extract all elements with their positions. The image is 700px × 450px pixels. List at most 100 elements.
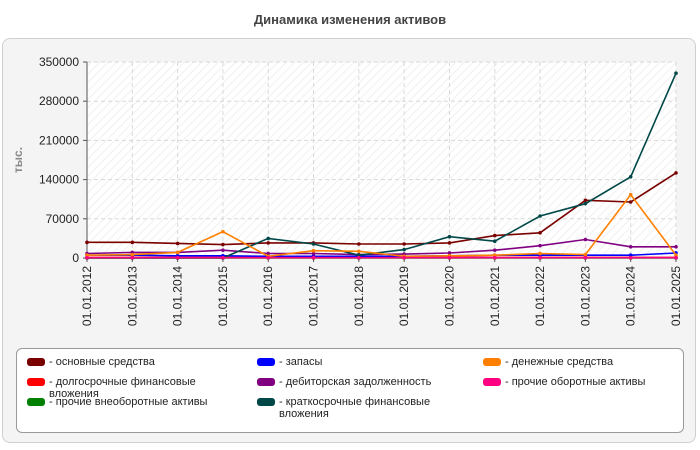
data-point	[583, 237, 588, 242]
legend-swatch	[257, 358, 275, 366]
legend-swatch	[27, 398, 45, 406]
legend-label: - основные средства	[49, 356, 155, 368]
legend-label: - прочие внеоборотные активы	[49, 396, 208, 408]
data-point	[628, 253, 633, 257]
data-point	[492, 239, 497, 243]
data-point	[628, 175, 633, 179]
data-point	[402, 247, 406, 252]
data-point	[85, 255, 89, 260]
data-point	[583, 198, 588, 203]
chart-title: Динамика изменения активов	[253, 12, 447, 27]
data-point	[130, 252, 135, 257]
data-point	[357, 255, 361, 260]
legend-label: - прочие оборотные активы	[505, 376, 646, 388]
legend-item: - прочие внеоборотные активы	[27, 396, 239, 408]
data-point	[311, 255, 316, 260]
legend-swatch	[483, 378, 501, 386]
data-point	[175, 255, 180, 260]
data-point	[583, 252, 588, 257]
y-tick-label: 350000	[39, 55, 79, 69]
data-point	[266, 241, 271, 245]
data-point	[357, 249, 361, 254]
legend-item: - запасы	[257, 356, 469, 368]
data-point	[447, 251, 452, 255]
data-point	[221, 248, 225, 252]
data-point	[221, 242, 225, 247]
legend-item: - краткосрочные финансовые вложения	[257, 396, 469, 420]
data-point	[492, 255, 497, 260]
legend-item: - долгосрочные финансовые вложения	[27, 376, 239, 400]
legend-item: - дебиторская задолженность	[257, 376, 469, 388]
legend-label: - запасы	[279, 356, 323, 368]
data-point	[447, 255, 452, 260]
data-point	[85, 240, 89, 245]
data-point	[492, 248, 497, 252]
plot-area	[87, 62, 676, 258]
x-tick-label: 01.01.2015	[216, 266, 230, 326]
data-point	[538, 243, 542, 248]
data-point	[538, 251, 542, 256]
legend-swatch	[27, 378, 45, 386]
legend-item: - прочие оборотные активы	[483, 376, 695, 388]
x-tick-label: 01.01.2024	[624, 266, 638, 326]
data-point	[311, 251, 316, 256]
data-point	[447, 241, 452, 245]
legend: - основные средства - долгосрочные финанс…	[16, 348, 684, 433]
data-point	[538, 214, 542, 218]
series-lines	[85, 71, 678, 260]
y-tick-label: 280000	[39, 94, 79, 108]
x-tick-label: 01.01.2025	[669, 266, 683, 326]
data-point	[674, 245, 678, 249]
x-tick-label: 01.01.2012	[80, 266, 94, 326]
data-point	[628, 255, 633, 260]
series-7	[85, 255, 678, 260]
data-point	[357, 242, 361, 246]
data-point	[311, 242, 316, 246]
data-point	[402, 255, 406, 260]
data-point	[266, 236, 271, 241]
y-tick-label: 140000	[39, 173, 79, 187]
data-point	[175, 250, 180, 255]
legend-label: - краткосрочные финансовые вложения	[279, 396, 431, 420]
data-point	[674, 253, 678, 257]
data-point	[175, 241, 180, 246]
legend-item: - денежные средства	[483, 356, 695, 368]
data-point	[492, 253, 497, 257]
legend-label: - денежные средства	[505, 356, 614, 368]
y-tick-label: 0	[72, 251, 79, 265]
y-tick-label: 70000	[46, 212, 80, 226]
data-point	[221, 229, 225, 234]
data-point	[492, 233, 497, 238]
x-tick-label: 01.01.2023	[578, 266, 592, 326]
data-point	[357, 253, 361, 257]
y-tick-label: 210000	[39, 133, 79, 147]
data-point	[447, 234, 452, 239]
data-point	[402, 242, 406, 246]
x-tick-label: 01.01.2018	[352, 266, 366, 326]
x-tick-label: 01.01.2016	[261, 266, 275, 326]
x-tick-label: 01.01.2017	[307, 266, 321, 326]
data-point	[674, 71, 678, 75]
x-tick-label: 01.01.2020	[442, 266, 456, 326]
data-point	[130, 255, 135, 260]
data-point	[85, 253, 89, 257]
legend-label: - дебиторская задолженность	[279, 376, 432, 388]
data-point	[674, 171, 678, 175]
data-point	[538, 231, 542, 235]
data-point	[130, 240, 135, 245]
x-tick-label: 01.01.2013	[125, 266, 139, 326]
legend-item: - основные средства	[27, 356, 239, 368]
legend-swatch	[257, 398, 275, 406]
data-point	[583, 255, 588, 260]
x-tick-label: 01.01.2022	[533, 266, 547, 326]
legend-swatch	[483, 358, 501, 366]
y-axis-label: тыс.	[11, 147, 25, 173]
data-point	[674, 255, 678, 260]
data-point	[583, 201, 588, 206]
legend-label: - долгосрочные финансовые вложения	[49, 376, 196, 400]
series-line	[86, 193, 677, 258]
legend-swatch	[27, 358, 45, 366]
x-tick-label: 01.01.2019	[397, 266, 411, 326]
data-point	[221, 255, 225, 260]
